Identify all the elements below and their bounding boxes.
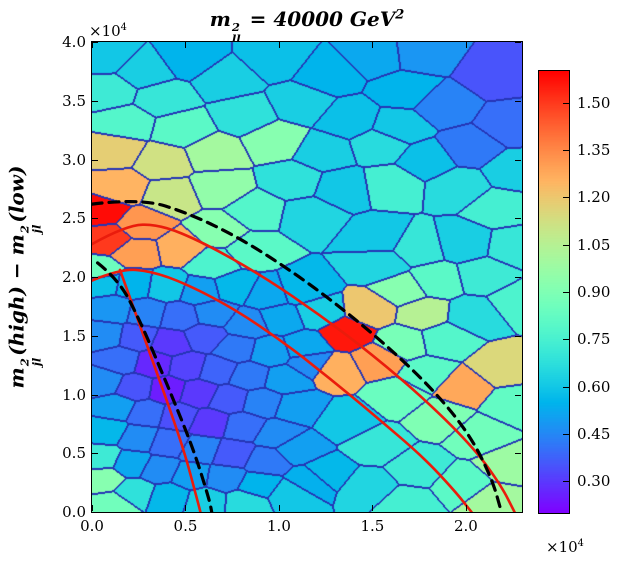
x-tick-mark-top (185, 42, 187, 48)
colorbar-tick-mark (563, 481, 569, 483)
x-tick-mark-top (372, 42, 374, 48)
y-tick-mark-right (515, 277, 521, 278)
x-tick-label: 0.0 (80, 517, 104, 535)
x-tick-mark (278, 505, 280, 511)
colorbar-tick-mark (563, 197, 569, 199)
x-axis-offset-label: ×104 (546, 538, 584, 556)
title-unit: GeV (349, 7, 396, 31)
y-tick-mark (92, 453, 98, 455)
y-tick-mark (92, 277, 98, 278)
colorbar-tick-mark (563, 149, 569, 151)
y-tick-mark-right (515, 159, 521, 161)
red-boundary-curve (92, 223, 516, 512)
colorbar-tick-mark (563, 339, 569, 341)
y-tick-mark-right (515, 100, 521, 102)
x-tick-label: 0.5 (173, 517, 198, 535)
y-tick-mark-right (515, 218, 521, 220)
x-tick-mark-top (465, 42, 467, 48)
colorbar-tick-label: 0.75 (577, 330, 611, 349)
x-tick-mark (92, 505, 93, 511)
y-tick-label: 1.5 (62, 326, 86, 345)
red-boundary-curve (118, 268, 202, 512)
title-rest: = 40000 (242, 7, 350, 31)
colorbar-tick-mark (563, 434, 569, 436)
x-tick-label: 2.0 (453, 517, 478, 535)
colorbar-tick-label: 0.60 (577, 377, 611, 396)
y-tick-mark (92, 394, 98, 396)
colorbar-tick-label: 1.50 (577, 93, 611, 112)
x-tick-mark-top (92, 42, 93, 48)
red-boundary-curve (92, 268, 473, 512)
colorbar-tick-mark (563, 102, 569, 104)
y-tick-mark-right (515, 394, 521, 396)
y-tick-label: 3.5 (62, 91, 86, 110)
y-tick-label: 2.0 (62, 268, 86, 286)
dashed-boundary-curve (96, 261, 214, 512)
colorbar-tick-label: 0.30 (577, 472, 611, 491)
colorbar-tick-mark (563, 386, 569, 388)
y-tick-mark (92, 512, 98, 513)
colorbar-tick-label: 1.35 (577, 140, 611, 159)
y-tick-mark (92, 42, 98, 43)
colorbar-tick-label: 1.05 (577, 235, 611, 254)
x-tick-mark (185, 505, 187, 511)
x-tick-label: 1.0 (267, 517, 291, 535)
title-unit-exp: 2 (395, 7, 405, 23)
y-tick-mark (92, 159, 98, 161)
y-tick-label: 4.0 (62, 33, 86, 51)
plot-title: m 2 ll = 40000 GeV2 (91, 7, 523, 46)
y-axis-label: m 2 jl (high) − m 2 jl (low) (4, 165, 45, 389)
y-axis-offset-label: ×104 (89, 22, 127, 40)
x-tick-mark (465, 505, 467, 511)
y-tick-mark-right (515, 512, 521, 513)
plot-area (91, 41, 523, 513)
dashed-boundary-curve (92, 199, 503, 512)
y-tick-mark (92, 335, 98, 337)
y-tick-label: 3.0 (62, 150, 86, 169)
y-tick-mark (92, 218, 98, 220)
boundary-curves-overlay (92, 199, 516, 512)
y-tick-label: 0.0 (62, 503, 86, 521)
x-tick-mark (372, 505, 374, 511)
y-tick-label: 0.5 (62, 444, 86, 463)
colorbar-tick-label: 0.90 (577, 283, 611, 301)
x-tick-label: 1.5 (360, 517, 385, 535)
title-var: m (209, 7, 231, 31)
y-tick-mark-right (515, 453, 521, 455)
y-tick-label: 1.0 (62, 385, 86, 404)
y-tick-label: 2.5 (62, 209, 86, 228)
colorbar-tick-mark (563, 292, 569, 293)
colorbar-tick-label: 0.45 (577, 425, 611, 444)
y-tick-mark-right (515, 335, 521, 337)
colorbar-tick-mark (563, 244, 569, 246)
y-tick-mark (92, 100, 98, 102)
title-supsub: 2 ll (231, 20, 241, 47)
colorbar-tick-label: 1.20 (577, 188, 611, 207)
y-tick-mark-right (515, 42, 521, 43)
x-tick-mark-top (278, 42, 280, 48)
